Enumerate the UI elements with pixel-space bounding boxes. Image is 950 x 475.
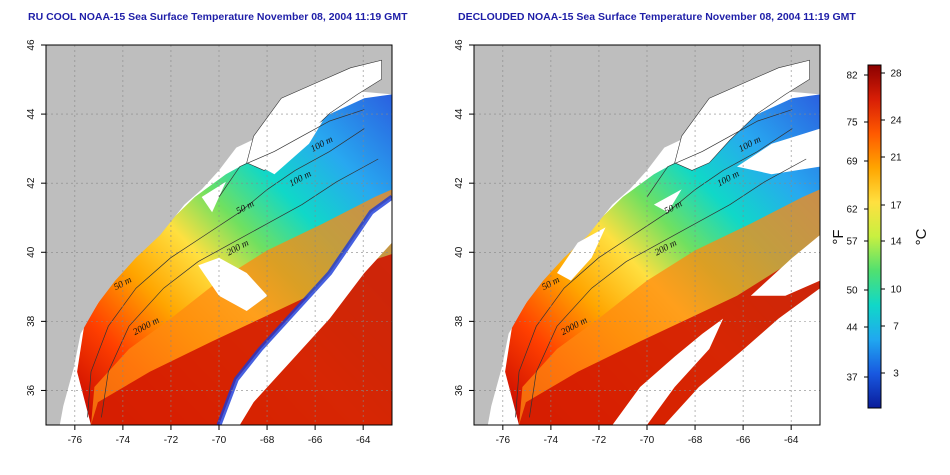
celsius-tick-label: 3 — [893, 369, 899, 380]
celsius-tick-label: 14 — [890, 237, 902, 248]
latitude-tick-label: 40 — [454, 246, 465, 258]
latitude-tick-label: 38 — [454, 315, 465, 327]
latitude-tick-label: 44 — [454, 108, 465, 120]
longitude-tick-label: -74 — [544, 435, 559, 446]
longitude-tick-label: -64 — [356, 435, 371, 446]
latitude-tick-label: 36 — [26, 384, 37, 396]
latitude-tick-label: 46 — [454, 39, 465, 51]
celsius-tick-label: 28 — [890, 69, 902, 80]
longitude-tick-label: -68 — [688, 435, 703, 446]
longitude-tick-label: -66 — [736, 435, 751, 446]
right-map-title: DECLOUDED NOAA-15 Sea Surface Temperatur… — [458, 11, 856, 23]
celsius-tick-label: 7 — [893, 322, 899, 333]
longitude-tick-label: -74 — [116, 435, 131, 446]
temperature-colorbar: 82 75 69 62 57 50 44 37 28 24 21 17 14 10 7 3 °F °C — [830, 64, 930, 409]
celsius-tick-label: 24 — [890, 116, 902, 127]
celsius-tick-label: 17 — [890, 201, 902, 212]
latitude-tick-label: 46 — [26, 39, 37, 51]
longitude-tick-label: -76 — [68, 435, 83, 446]
longitude-tick-label: -76 — [496, 435, 511, 446]
colorbar-scale — [867, 64, 882, 409]
latitude-tick-label: 36 — [454, 384, 465, 396]
latitude-tick-label: 40 — [26, 246, 37, 258]
fahrenheit-tick-label: 44 — [846, 323, 858, 334]
longitude-tick-label: -72 — [592, 435, 607, 446]
latitude-tick-label: 42 — [454, 177, 465, 189]
fahrenheit-tick-label: 82 — [846, 71, 858, 82]
longitude-tick-label: -70 — [640, 435, 655, 446]
longitude-tick-label: -70 — [212, 435, 227, 446]
left-map-title: RU COOL NOAA-15 Sea Surface Temperature … — [28, 11, 408, 23]
longitude-tick-label: -64 — [784, 435, 799, 446]
fahrenheit-tick-label: 62 — [846, 205, 858, 216]
latitude-tick-label: 42 — [26, 177, 37, 189]
longitude-tick-label: -66 — [308, 435, 323, 446]
longitude-tick-label: -72 — [164, 435, 179, 446]
latitude-tick-label: 38 — [26, 315, 37, 327]
celsius-tick-label: 10 — [890, 285, 902, 296]
celsius-unit-label: °C — [913, 228, 930, 245]
fahrenheit-unit-label: °F — [830, 229, 847, 244]
fahrenheit-tick-label: 50 — [846, 286, 858, 297]
fahrenheit-tick-label: 75 — [846, 118, 858, 129]
fahrenheit-tick-label: 37 — [846, 373, 858, 384]
latitude-tick-label: 44 — [26, 108, 37, 120]
fahrenheit-tick-label: 69 — [846, 157, 858, 168]
celsius-tick-label: 21 — [890, 153, 902, 164]
fahrenheit-tick-label: 57 — [846, 237, 858, 248]
longitude-tick-label: -68 — [260, 435, 275, 446]
